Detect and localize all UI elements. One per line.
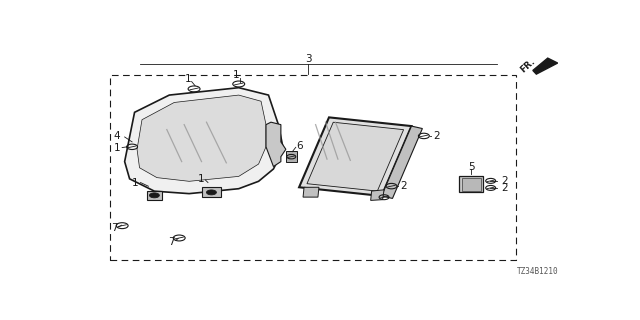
Text: FR.: FR. [519, 57, 537, 74]
Text: 2: 2 [401, 181, 407, 191]
Text: 1: 1 [114, 143, 120, 153]
Polygon shape [371, 190, 384, 200]
Bar [460, 176, 483, 192]
Polygon shape [202, 188, 221, 197]
Text: 6: 6 [296, 140, 303, 151]
Text: 5: 5 [468, 162, 475, 172]
Circle shape [207, 190, 216, 195]
Polygon shape [303, 187, 319, 197]
Polygon shape [299, 117, 412, 196]
Polygon shape [533, 58, 557, 74]
Text: 7: 7 [111, 223, 118, 233]
Text: 2: 2 [500, 183, 508, 193]
Polygon shape [266, 122, 286, 166]
Polygon shape [137, 95, 266, 181]
Polygon shape [381, 126, 422, 198]
Text: 3: 3 [305, 54, 312, 64]
Polygon shape [125, 88, 284, 194]
Text: 2: 2 [433, 131, 440, 141]
Circle shape [149, 193, 159, 198]
Bar [110, 75, 516, 260]
Text: TZ34B1210: TZ34B1210 [517, 267, 559, 276]
Bar [286, 151, 297, 162]
Text: 4: 4 [114, 131, 120, 141]
Bar [462, 178, 481, 191]
Polygon shape [307, 122, 404, 191]
Text: 7: 7 [168, 237, 175, 247]
Text: 1: 1 [132, 178, 139, 188]
Text: 2: 2 [500, 176, 508, 186]
Text: 1: 1 [185, 74, 191, 84]
Polygon shape [147, 191, 162, 200]
Text: 1: 1 [198, 174, 205, 184]
Text: 1: 1 [233, 70, 239, 80]
